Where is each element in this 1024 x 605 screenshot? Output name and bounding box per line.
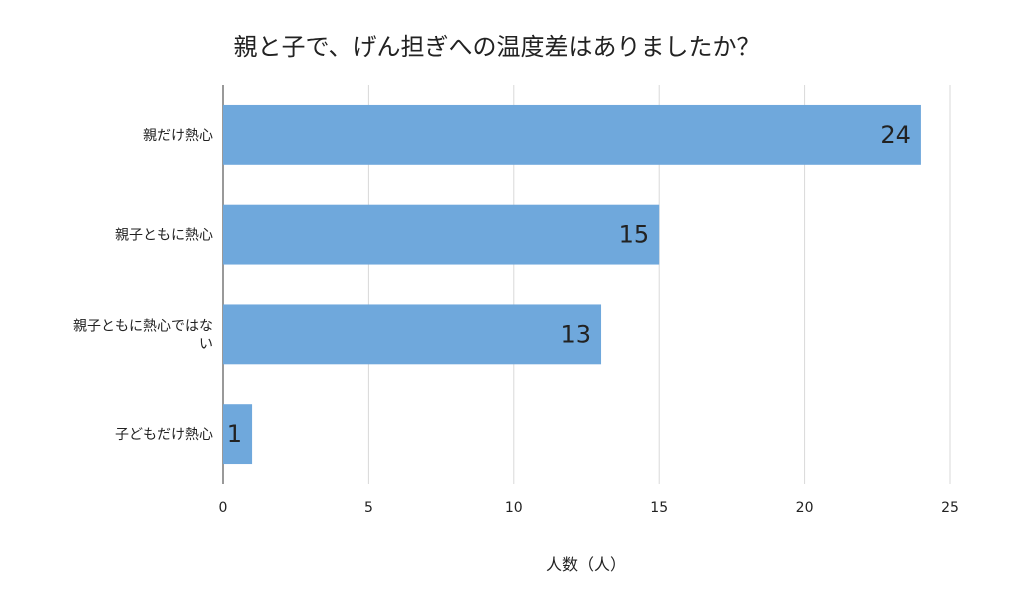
bar [223,304,602,365]
x-tick-label: 10 [505,500,523,516]
bar [223,104,921,165]
x-tick-label: 25 [941,500,959,516]
category-label: 親子ともに熱心 [115,228,213,244]
category-label: 親子ともに熱心ではな [73,318,213,334]
x-tick-label: 20 [796,500,814,516]
category-label: い [199,336,213,352]
x-axis-title: 人数（人） [546,555,626,574]
bars [223,104,921,465]
x-tick-label: 0 [219,500,228,516]
data-label: 13 [560,320,591,348]
x-tick-label: 15 [650,500,668,516]
chart-title: 親と子で、げん担ぎへの温度差はありましたか？ [233,33,760,61]
data-label: 15 [619,221,650,249]
data-labels: 24 15 13 1 [227,121,911,448]
category-label: 子どもだけ熱心 [115,427,213,443]
x-tick-labels: 0 5 10 15 20 25 [219,500,959,516]
data-label: 1 [227,420,242,448]
x-tick-label: 5 [364,500,373,516]
bar [223,404,253,465]
bar [223,204,660,265]
data-label: 24 [880,121,911,149]
category-label: 親だけ熱心 [143,128,213,144]
